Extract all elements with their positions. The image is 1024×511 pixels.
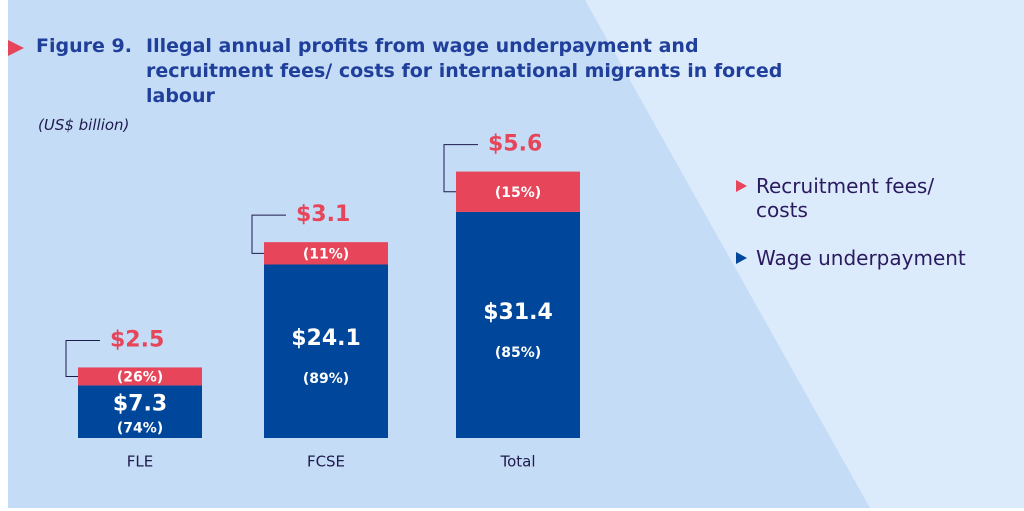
bar-segment	[264, 242, 388, 265]
percent-label: (74%)	[117, 421, 163, 437]
bar-segment	[456, 211, 580, 438]
title-text: Illegal annual profits from wage underpa…	[146, 35, 783, 107]
legend-marker	[736, 246, 756, 270]
bar-segment	[456, 171, 580, 212]
percent-label: (11%)	[303, 246, 349, 262]
callout	[65, 339, 100, 377]
value-label: $3.1	[296, 202, 350, 227]
value-label: $2.5	[110, 327, 164, 352]
x-tick-label: FCSE	[307, 453, 345, 471]
bar-segment	[78, 367, 202, 386]
percent-label: (89%)	[303, 371, 349, 387]
percent-label: (15%)	[495, 185, 541, 201]
figure-label: Figure 9.	[36, 35, 132, 57]
bar-segment	[78, 385, 202, 438]
x-tick-label: FLE	[127, 453, 153, 471]
value-label: $31.4	[483, 300, 553, 325]
subtitle: (US$ billion)	[38, 116, 130, 134]
title-marker	[8, 40, 24, 56]
legend-label: Recruitment fees/ costs	[756, 174, 935, 222]
callout	[251, 214, 286, 254]
percent-label: (26%)	[117, 369, 163, 385]
value-label: $5.6	[488, 132, 542, 157]
value-label: $7.3	[113, 392, 167, 417]
bar-segment	[264, 264, 388, 438]
chart-title: Figure 9. Illegal annual profits from wa…	[36, 34, 796, 109]
value-label: $24.1	[291, 326, 361, 351]
percent-label: (85%)	[495, 345, 541, 361]
legend-item: Recruitment fees/ costs	[736, 174, 1006, 222]
legend-marker	[736, 174, 756, 198]
x-tick-label: Total	[499, 453, 535, 471]
callout	[443, 144, 478, 193]
legend-label: Wage underpayment	[756, 246, 966, 270]
panel-shade	[8, 0, 870, 508]
legend-item: Wage underpayment	[736, 246, 1006, 270]
